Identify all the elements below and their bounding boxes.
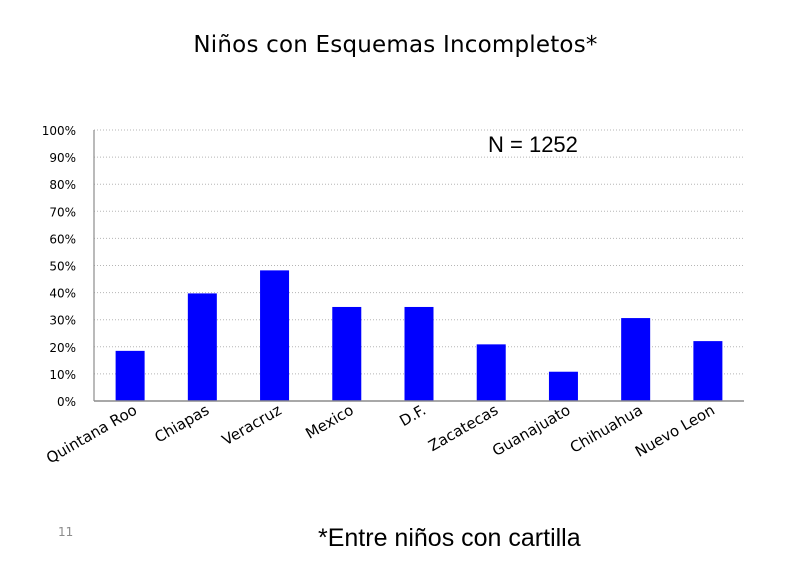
x-category-label: D.F. (396, 401, 429, 430)
x-category-label: Mexico (302, 401, 356, 443)
slide-number: 11 (58, 525, 74, 539)
footnote: *Entre niños con cartilla (318, 524, 581, 552)
y-tick-label: 20% (49, 341, 76, 355)
bar-chihuahua (621, 318, 651, 401)
sample-size-annotation: N = 1252 (488, 132, 578, 157)
x-category-label: Guanajuato (489, 401, 573, 460)
y-axis-tick-labels: 0% 10% 20% 30% 40% 50% 60% 70% 80% 90% 100% (42, 124, 76, 409)
bars (115, 270, 723, 401)
x-category-label: Veracruz (219, 401, 285, 449)
y-tick-label: 50% (49, 260, 76, 274)
bar-mexico (332, 306, 362, 401)
y-tick-label: 40% (49, 287, 76, 301)
y-tick-label: 0% (57, 395, 76, 409)
y-tick-label: 70% (49, 205, 76, 219)
y-tick-label: 10% (49, 368, 76, 382)
slide-title: Niños con Esquemas Incompletos* (193, 32, 598, 58)
x-axis-category-labels: Quintana Roo Chiapas Veracruz Mexico D.F.Zac… (43, 401, 718, 467)
bar-d-f- (404, 306, 434, 401)
y-tick-label: 30% (49, 314, 76, 328)
y-tick-label: 60% (49, 232, 76, 246)
x-category-label: Chiapas (151, 401, 212, 447)
y-tick-label: 90% (49, 151, 76, 165)
bar-chiapas (187, 293, 217, 401)
y-tick-label: 100% (42, 124, 76, 138)
bar-nuevo-leon (693, 341, 723, 401)
bar-quintana-roo (115, 350, 145, 401)
bar-guanajuato (548, 371, 578, 401)
bar-zacatecas (476, 344, 506, 401)
x-category-label: Quintana Roo (43, 401, 140, 467)
x-category-label: Nuevo Leon (632, 401, 718, 461)
y-tick-label: 80% (49, 178, 76, 192)
bar-veracruz (260, 270, 290, 401)
axes (93, 130, 744, 402)
